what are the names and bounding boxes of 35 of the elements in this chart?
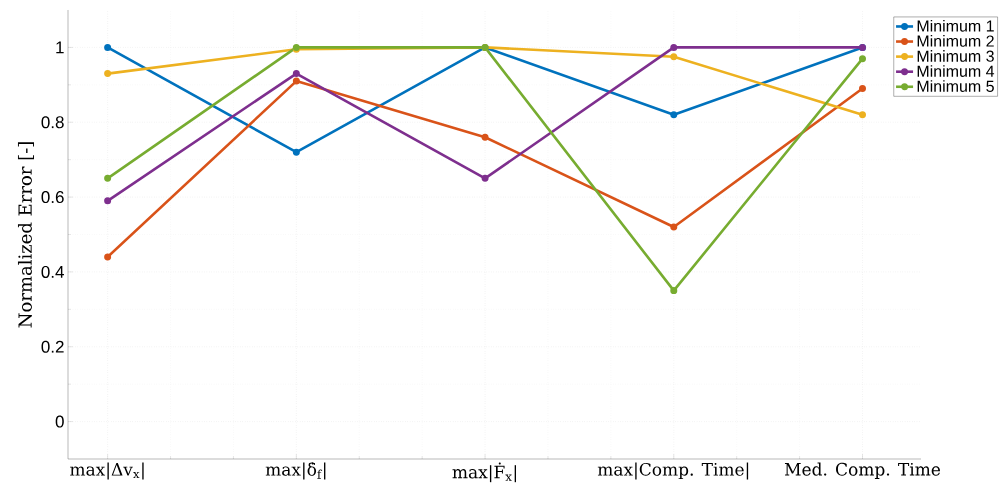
- point: [481, 174, 489, 182]
- y-tick-label: 1: [56, 41, 64, 54]
- point: [104, 174, 112, 182]
- point: [292, 148, 300, 156]
- point: [670, 111, 678, 119]
- point: [859, 85, 867, 93]
- point: [292, 77, 300, 85]
- y-tick-label: 0.2: [41, 340, 64, 353]
- point: [859, 111, 867, 119]
- x-tick-label: max|δ̇$_{f}$|: [265, 462, 326, 480]
- point: [104, 253, 112, 261]
- y-tick-label: 0: [55, 415, 64, 428]
- point: [104, 43, 112, 51]
- legend-label: Minimum 5: [917, 80, 994, 92]
- x-tick-label: max|Δv$_{x}$|: [70, 462, 144, 480]
- point: [670, 53, 678, 61]
- legend-label: Minimum 1: [917, 19, 994, 32]
- point: [104, 197, 112, 205]
- point: [292, 70, 300, 78]
- legend-label: Minimum 2: [917, 35, 994, 47]
- point: [670, 287, 678, 295]
- point: [104, 70, 112, 78]
- x-tick-label: max|Ḟ$_{x}$|: [452, 462, 517, 483]
- x-tick-label: Med. Comp. Time: [784, 462, 941, 479]
- y-tick-label: 0.6: [41, 191, 64, 204]
- point: [859, 55, 867, 63]
- y-tick-label: 0.8: [41, 116, 64, 129]
- point: [670, 223, 678, 231]
- x-tick-label: max|Comp. Time|: [597, 462, 749, 480]
- point: [481, 133, 489, 141]
- legend-label: Minimum 3: [917, 50, 994, 62]
- y-tick-label: 0.4: [41, 265, 64, 278]
- y-axis-title: Normalized Error [-]: [17, 142, 35, 328]
- point: [670, 43, 678, 51]
- legend-label: Minimum 4: [917, 65, 995, 77]
